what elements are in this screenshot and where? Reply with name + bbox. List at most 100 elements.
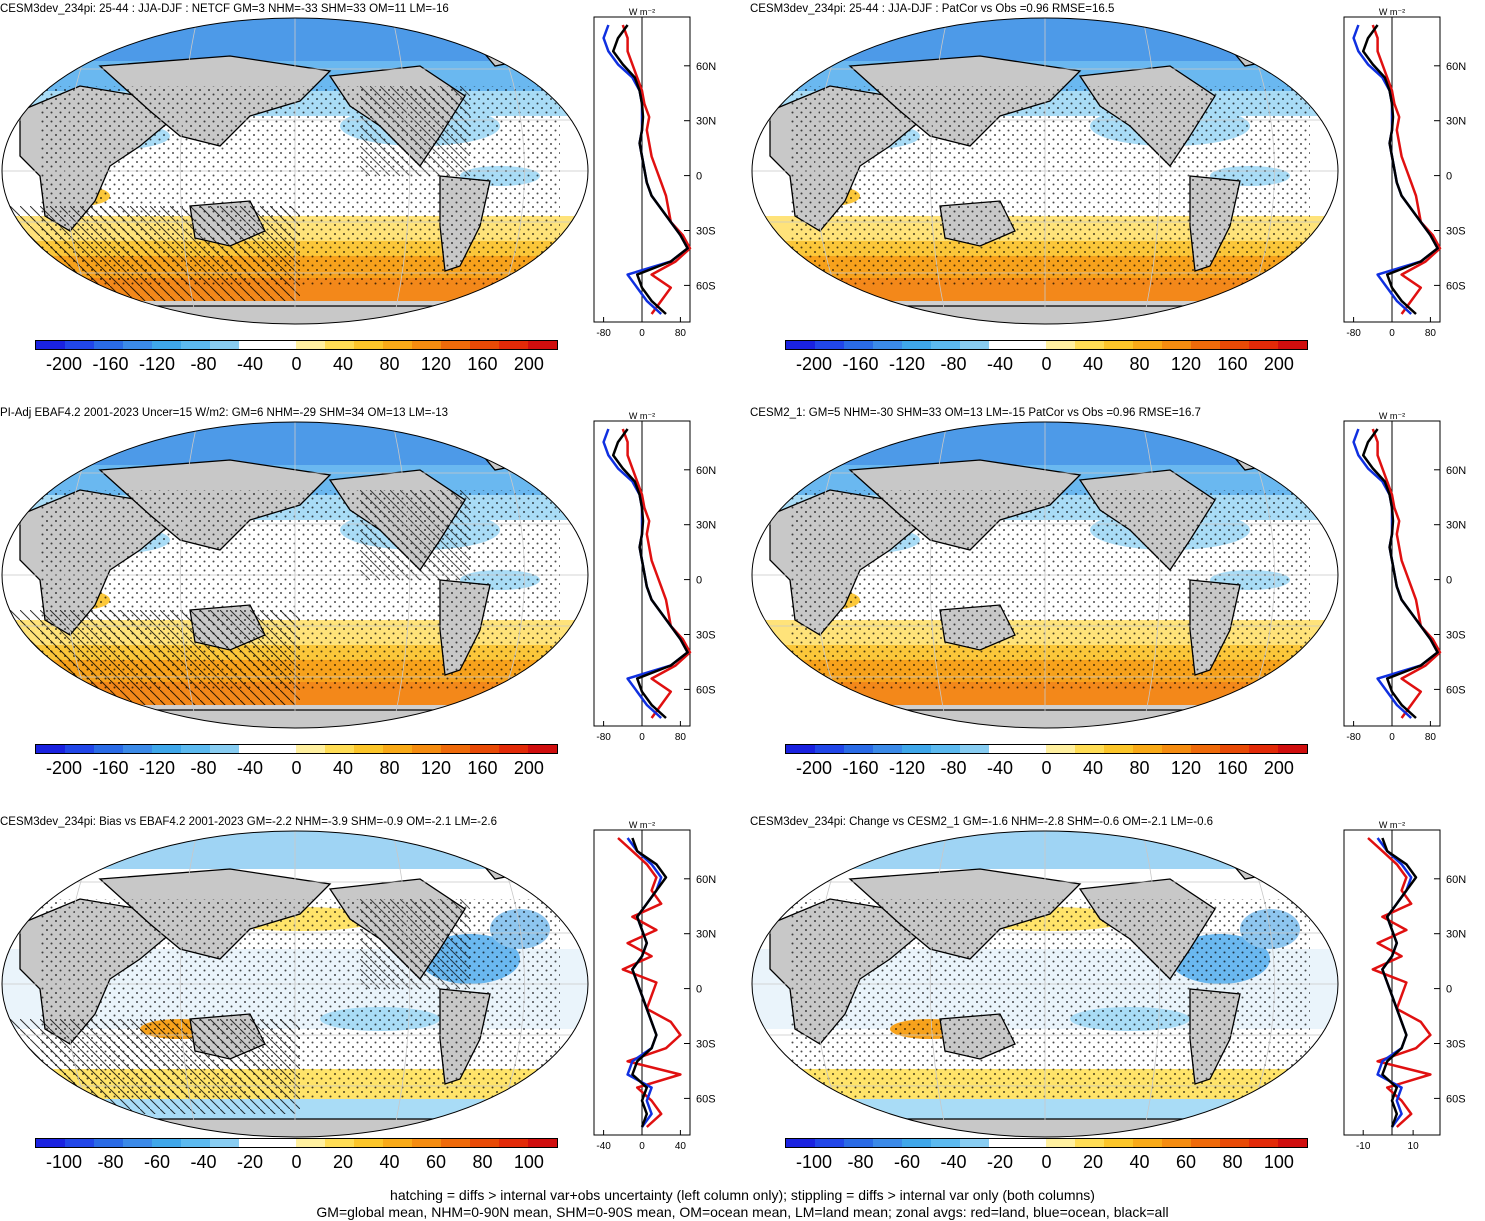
- colorbar-swatch: [901, 341, 931, 349]
- world-map: [751, 421, 1339, 729]
- colorbar-swatch: [499, 341, 528, 349]
- colorbar-labels: -200 -160 -120 -80 -40 0 40 80 120 160 200: [35, 354, 558, 376]
- colorbar-swatch: [901, 745, 931, 753]
- zonal-x-tick-label: 0: [1389, 328, 1395, 339]
- colorbar: [785, 744, 1308, 754]
- lat-tick-label: 30S: [1446, 1039, 1466, 1051]
- colorbar-swatch: [209, 745, 239, 753]
- lat-tick-label: 30S: [696, 630, 716, 642]
- colorbar: [35, 1138, 558, 1148]
- colorbar-swatch: [1249, 745, 1278, 753]
- colorbar-swatch: [527, 1139, 557, 1147]
- colorbar-swatch: [1249, 1139, 1278, 1147]
- colorbar-swatch: [930, 1139, 960, 1147]
- colorbar-swatch: [1046, 341, 1076, 349]
- lat-tick-label: 30N: [1446, 520, 1466, 532]
- zonal-x-tick-label: 0: [1389, 732, 1395, 743]
- colorbar-swatch: [180, 1139, 210, 1147]
- lat-tick-label: 30S: [1446, 630, 1466, 642]
- colorbar-swatch: [238, 341, 268, 349]
- colorbar-swatch: [1104, 745, 1134, 753]
- colorbar-tick-label: 0: [291, 1152, 302, 1172]
- colorbar-tick-label: 200: [513, 354, 544, 374]
- colorbar-tick-label: -20: [986, 1152, 1014, 1172]
- lat-tick-label: 0: [1446, 171, 1452, 183]
- colorbar-swatch: [499, 1139, 528, 1147]
- colorbar-tick-label: -200: [46, 354, 83, 374]
- colorbar-swatch: [1017, 745, 1047, 753]
- colorbar-tick-label: 40: [332, 758, 353, 778]
- colorbar: [35, 340, 558, 350]
- zonal-x-tick-label: 0: [639, 1141, 645, 1152]
- colorbar-swatch: [441, 341, 471, 349]
- zonal-x-tick-label: 80: [675, 732, 687, 743]
- colorbar-tick-label: -80: [190, 758, 217, 778]
- colorbar-swatch: [383, 745, 413, 753]
- footer-note-1: hatching = diffs > internal var+obs unce…: [390, 1187, 1095, 1203]
- colorbar-swatch: [1162, 745, 1192, 753]
- colorbar-swatch: [64, 341, 94, 349]
- panel-patcor-model: CESM3dev_234pi: 25-44 : JJA-DJF : PatCor…: [750, 0, 1485, 400]
- colorbar-tick-label: 60: [1175, 1152, 1196, 1172]
- colorbar-tick-label: -160: [842, 354, 879, 374]
- colorbar-swatch: [814, 1139, 844, 1147]
- colorbar-swatch: [151, 1139, 181, 1147]
- colorbar-swatch: [1104, 1139, 1134, 1147]
- colorbar-tick-label: -40: [986, 354, 1014, 374]
- colorbar-tick-label: 40: [332, 354, 353, 374]
- world-map: [751, 830, 1339, 1138]
- lat-tick-label: 0: [696, 171, 702, 183]
- zonal-x-tick-label: -10: [1356, 1141, 1371, 1152]
- colorbar-tick-label: 0: [1041, 1152, 1052, 1172]
- colorbar-swatch: [296, 1139, 326, 1147]
- zonal-mean-plot: W m⁻² 60N 30N 0 30S 60S -80 0 80: [593, 411, 716, 743]
- colorbar-swatch: [122, 341, 152, 349]
- zonal-mean-plot: W m⁻² 60N 30N 0 30S 60S -80 0 80: [1343, 7, 1466, 339]
- colorbar-tick-label: 20: [332, 1152, 353, 1172]
- colorbar-tick-label: 0: [291, 354, 302, 374]
- colorbar-swatch: [1104, 341, 1134, 349]
- colorbar-tick-label: 60: [425, 1152, 446, 1172]
- panel-title: PI-Adj EBAF4.2 2001-2023 Uncer=15 W/m2: …: [0, 407, 449, 419]
- colorbar-tick-label: -120: [139, 758, 176, 778]
- colorbar-tick-label: -40: [236, 354, 264, 374]
- colorbar-swatch: [814, 341, 844, 349]
- colorbar-swatch: [959, 1139, 989, 1147]
- colorbar-swatch: [470, 341, 499, 349]
- colorbar-swatch: [786, 341, 815, 349]
- colorbar-tick-label: -200: [796, 758, 833, 778]
- lat-tick-label: 60S: [696, 684, 716, 696]
- colorbar-swatch: [959, 745, 989, 753]
- lat-tick-label: 0: [696, 575, 702, 587]
- zonal-x-tick-label: -80: [1346, 732, 1361, 743]
- zonal-unit-label: W m⁻²: [629, 411, 655, 421]
- colorbar-tick-label: 200: [1263, 354, 1294, 374]
- colorbar-swatch: [470, 1139, 499, 1147]
- colorbar-swatch: [325, 1139, 355, 1147]
- world-map: [1, 17, 589, 325]
- colorbar-swatch: [1133, 745, 1163, 753]
- colorbar-swatch: [36, 341, 65, 349]
- lat-tick-label: 60N: [1446, 874, 1466, 886]
- colorbar-swatch: [1017, 1139, 1047, 1147]
- colorbar-tick-label: -120: [139, 354, 176, 374]
- colorbar-labels: -200 -160 -120 -80 -40 0 40 80 120 160 200: [785, 354, 1308, 376]
- lat-tick-label: 30S: [696, 226, 716, 238]
- colorbar-swatch: [930, 341, 960, 349]
- lat-tick-label: 60S: [696, 1093, 716, 1105]
- colorbar-tick-label: -60: [894, 1152, 921, 1172]
- colorbar: [785, 340, 1308, 350]
- colorbar-swatch: [843, 1139, 873, 1147]
- colorbar-swatch: [238, 1139, 268, 1147]
- colorbar-swatch: [209, 341, 239, 349]
- colorbar-tick-label: -40: [236, 758, 264, 778]
- colorbar-swatch: [1191, 341, 1221, 349]
- colorbar-swatch: [180, 745, 210, 753]
- zonal-unit-label: W m⁻²: [629, 7, 655, 17]
- colorbar-swatch: [1249, 341, 1278, 349]
- colorbar-swatch: [988, 745, 1018, 753]
- colorbar-swatch: [325, 341, 355, 349]
- colorbar-tick-label: -120: [889, 758, 926, 778]
- colorbar-swatch: [786, 745, 815, 753]
- colorbar-tick-label: 80: [1129, 758, 1150, 778]
